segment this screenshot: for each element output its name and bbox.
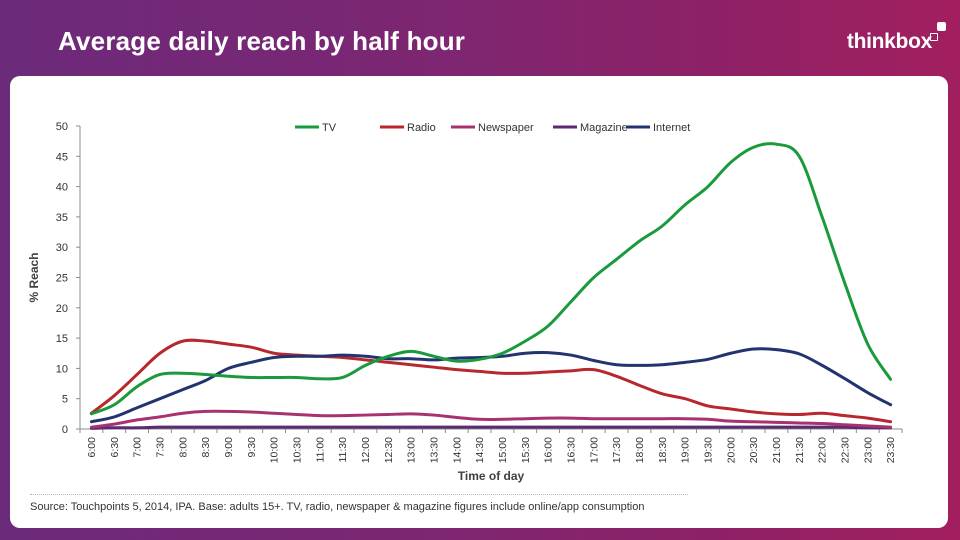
page-title: Average daily reach by half hour <box>58 26 466 56</box>
legend-item-magazine: Magazine <box>553 122 628 134</box>
logo-square-icon <box>937 22 946 31</box>
x-tick-label: 7:30 <box>154 437 166 458</box>
x-tick-label: 18:30 <box>657 437 669 463</box>
y-tick-label: 0 <box>62 424 68 436</box>
logo-outline-square-icon <box>930 33 938 41</box>
x-axis-title: Time of day <box>458 469 525 483</box>
x-tick-label: 17:00 <box>588 437 600 463</box>
x-tick-label: 10:30 <box>291 437 303 463</box>
legend-item-radio: Radio <box>380 122 436 134</box>
x-tick-label: 13:30 <box>428 437 440 463</box>
legend-item-tv: TV <box>295 122 337 134</box>
x-tick-label: 6:00 <box>86 437 98 458</box>
x-tick-label: 14:30 <box>474 437 486 463</box>
legend-item-newspaper: Newspaper <box>451 122 534 134</box>
series-line-radio <box>89 338 893 424</box>
legend-label: Magazine <box>580 122 628 134</box>
legend-label: Internet <box>653 122 690 134</box>
source-note: Source: Touchpoints 5, 2014, IPA. Base: … <box>30 501 645 513</box>
x-tick-label: 19:30 <box>702 437 714 463</box>
x-tick-label: 8:00 <box>177 437 189 458</box>
y-tick-label: 10 <box>56 363 68 375</box>
legend-label: TV <box>322 122 337 134</box>
y-axis-title: % Reach <box>27 252 41 302</box>
x-tick-label: 18:00 <box>634 437 646 463</box>
x-tick-label: 9:00 <box>223 437 235 458</box>
chart-legend: TV Radio Newspaper Magazine Internet <box>295 122 690 134</box>
y-tick-label: 40 <box>56 182 68 194</box>
x-tick-label: 20:30 <box>748 437 760 463</box>
y-tick-label: 30 <box>56 242 68 254</box>
x-tick-label: 21:00 <box>771 437 783 463</box>
x-tick-label: 12:00 <box>360 437 372 463</box>
reach-line-chart: 0 5 10 15 20 25 30 35 40 45 50 6:00 6:30 7:00 7:30 8:00… <box>27 121 903 483</box>
legend-label: Newspaper <box>478 122 534 134</box>
x-tick-label: 9:30 <box>246 437 258 458</box>
x-tick-label: 23:00 <box>862 437 874 463</box>
y-tick-label: 50 <box>56 121 68 133</box>
x-tick-label: 21:30 <box>794 437 806 463</box>
y-tick-label: 5 <box>62 394 68 406</box>
chart-series <box>89 142 893 430</box>
x-tick-label: 22:30 <box>839 437 851 463</box>
y-tick-label: 15 <box>56 333 68 345</box>
x-tick-label: 14:00 <box>451 437 463 463</box>
chart-axes: 0 5 10 15 20 25 30 35 40 45 50 6:00 6:30 7:00 7:30 8:00… <box>27 121 903 483</box>
x-tick-label: 11:30 <box>337 437 349 463</box>
series-line-tv <box>89 142 893 416</box>
x-tick-label: 11:00 <box>314 437 326 463</box>
chart-panel: 0 5 10 15 20 25 30 35 40 45 50 6:00 6:30 7:00 7:30 8:00… <box>10 76 948 528</box>
x-tick-label: 19:00 <box>680 437 692 463</box>
x-tick-label: 13:00 <box>406 437 418 463</box>
x-tick-label: 23:30 <box>885 437 897 463</box>
y-tick-label: 35 <box>56 212 68 224</box>
x-tick-label: 6:30 <box>109 437 121 458</box>
series-line-magazine <box>89 425 893 430</box>
x-tick-label: 16:00 <box>543 437 555 463</box>
x-tick-label: 20:00 <box>725 437 737 463</box>
x-tick-label: 16:30 <box>565 437 577 463</box>
x-tick-label: 17:30 <box>611 437 623 463</box>
x-tick-label: 8:30 <box>200 437 212 458</box>
brand-logo: thinkbox <box>846 30 932 53</box>
x-tick-label: 15:30 <box>520 437 532 463</box>
y-tick-label: 25 <box>56 273 68 285</box>
legend-label: Radio <box>407 122 436 134</box>
x-tick-label: 12:30 <box>383 437 395 463</box>
legend-item-internet: Internet <box>626 122 690 134</box>
x-tick-label: 7:00 <box>132 437 144 458</box>
x-tick-label: 10:00 <box>269 437 281 463</box>
source-divider <box>30 494 688 495</box>
x-tick-label: 22:00 <box>817 437 829 463</box>
series-line-newspaper <box>89 409 893 429</box>
y-tick-label: 20 <box>56 303 68 315</box>
x-tick-label: 15:00 <box>497 437 509 463</box>
y-tick-label: 45 <box>56 151 68 163</box>
